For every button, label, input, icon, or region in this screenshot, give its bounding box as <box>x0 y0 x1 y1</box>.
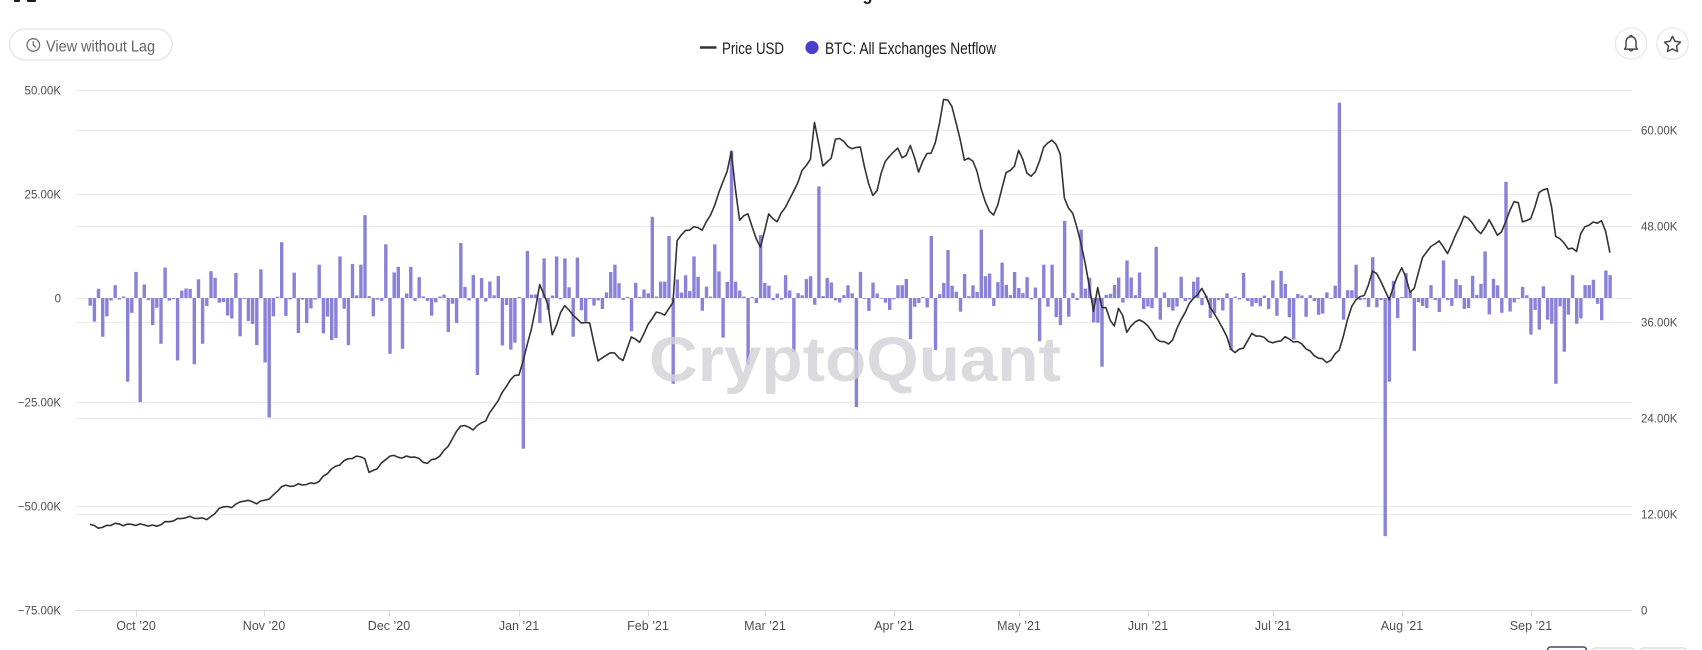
svg-text:12.00K: 12.00K <box>1641 510 1678 522</box>
svg-text:−75.00K: −75.00K <box>18 606 61 618</box>
svg-text:Feb ’21: Feb ’21 <box>627 619 669 633</box>
svg-text:Apr ’21: Apr ’21 <box>874 619 914 633</box>
svg-text:CryptoQuant: CryptoQuant <box>649 325 1061 395</box>
svg-text:36.00K: 36.00K <box>1641 318 1678 330</box>
svg-text:50.00K: 50.00K <box>25 86 62 98</box>
svg-text:BTC: All Exchanges Netflow: BTC: All Exchanges Netflow <box>825 39 997 58</box>
svg-text:Jan ’21: Jan ’21 <box>499 619 539 633</box>
svg-text:48.00K: 48.00K <box>1641 222 1678 234</box>
svg-text:Nov ’20: Nov ’20 <box>243 619 285 633</box>
svg-text:Aug ’21: Aug ’21 <box>1381 619 1423 633</box>
svg-text:Price USD: Price USD <box>722 39 784 58</box>
svg-text:60.00K: 60.00K <box>1641 126 1678 138</box>
svg-text:Dec ’20: Dec ’20 <box>368 619 410 633</box>
svg-text:24.00K: 24.00K <box>1641 414 1678 426</box>
svg-text:0: 0 <box>1641 606 1647 618</box>
svg-text:May ’21: May ’21 <box>997 619 1041 633</box>
svg-text:Jun ’21: Jun ’21 <box>1128 619 1168 633</box>
svg-text:View without Lag: View without Lag <box>46 39 155 56</box>
svg-text:Mar ’21: Mar ’21 <box>744 619 786 633</box>
svg-text:Oct ’20: Oct ’20 <box>116 619 156 633</box>
svg-text:−50.00K: −50.00K <box>18 502 61 514</box>
svg-text:0: 0 <box>55 294 61 306</box>
svg-text:BTC: All Exchanges Netflow: BTC: All Exchanges Netflow <box>735 0 956 4</box>
svg-text:Jul ’21: Jul ’21 <box>1255 619 1291 633</box>
svg-text:Sep ’21: Sep ’21 <box>1510 619 1552 633</box>
svg-text:−25.00K: −25.00K <box>18 398 61 410</box>
svg-text:25.00K: 25.00K <box>25 190 62 202</box>
